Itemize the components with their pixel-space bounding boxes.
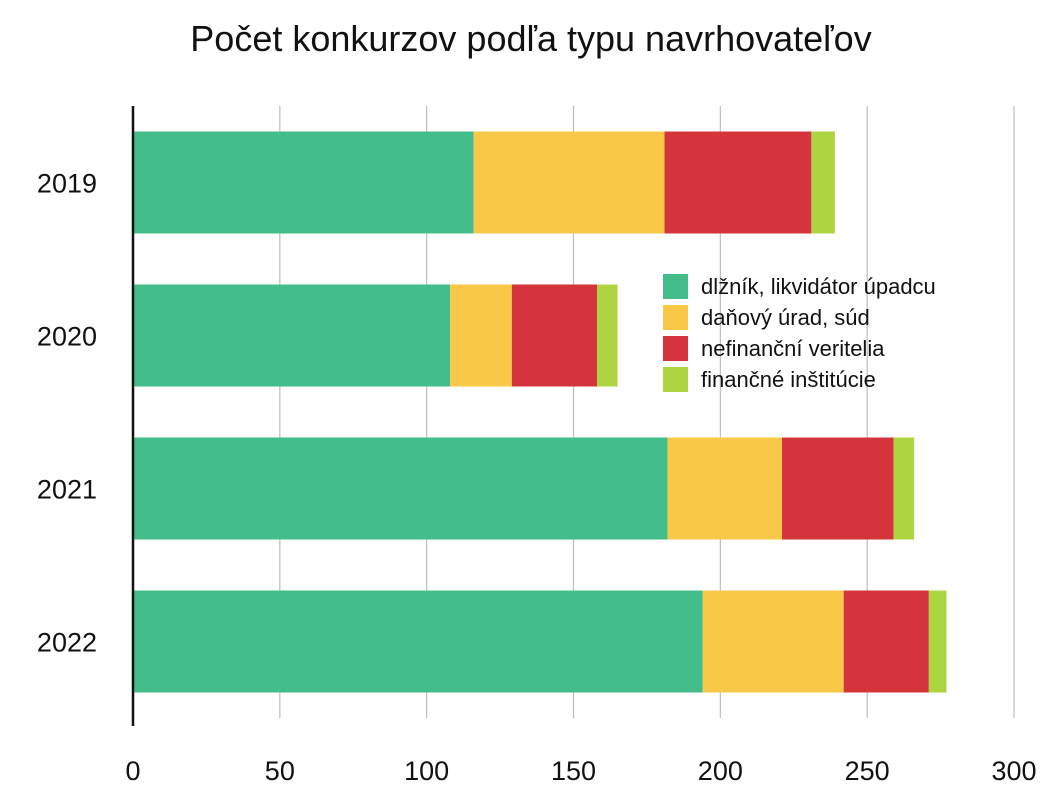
bar-segment: [511, 284, 597, 387]
bar-segment: [664, 131, 812, 234]
bar-segment: [893, 437, 915, 540]
bar-segment: [928, 590, 947, 693]
legend-label: nefinanční veritelia: [701, 336, 885, 361]
x-tick-label: 50: [265, 756, 295, 786]
x-tick-label: 0: [125, 756, 140, 786]
y-category-label: 2020: [37, 322, 97, 352]
x-tick-label: 250: [845, 756, 890, 786]
x-tick-label: 300: [991, 756, 1036, 786]
y-category-label: 2022: [37, 628, 97, 658]
bars: [133, 131, 947, 693]
x-tick-label: 100: [404, 756, 449, 786]
legend-swatch: [663, 367, 688, 392]
bar-segment: [133, 131, 474, 234]
x-tick-label: 150: [551, 756, 596, 786]
chart-title: Počet konkurzov podľa typu navrhovateľov: [190, 18, 872, 59]
legend-swatch: [663, 305, 688, 330]
x-tick-label: 200: [698, 756, 743, 786]
bar-segment: [782, 437, 894, 540]
bar-segment: [596, 284, 618, 387]
legend-swatch: [663, 274, 688, 299]
legend-label: finančné inštitúcie: [701, 367, 876, 392]
y-category-label: 2019: [37, 169, 97, 199]
legend-label: daňový úrad, súd: [701, 305, 870, 330]
y-category-label: 2021: [37, 475, 97, 505]
bar-segment: [473, 131, 665, 234]
bar-segment: [667, 437, 783, 540]
axes: 0 50 100 150 200 250 300 2019 2020 2021 2022: [37, 106, 1037, 786]
bar-segment: [811, 131, 835, 234]
bar-segment: [843, 590, 929, 693]
bar-segment: [133, 437, 668, 540]
bar-segment: [702, 590, 844, 693]
bar-segment: [133, 590, 703, 693]
bar-segment: [450, 284, 512, 387]
legend: dlžník, likvidátor úpadcu daňový úrad, sú…: [663, 274, 936, 392]
bar-segment: [133, 284, 451, 387]
legend-label: dlžník, likvidátor úpadcu: [701, 274, 936, 299]
legend-swatch: [663, 336, 688, 361]
